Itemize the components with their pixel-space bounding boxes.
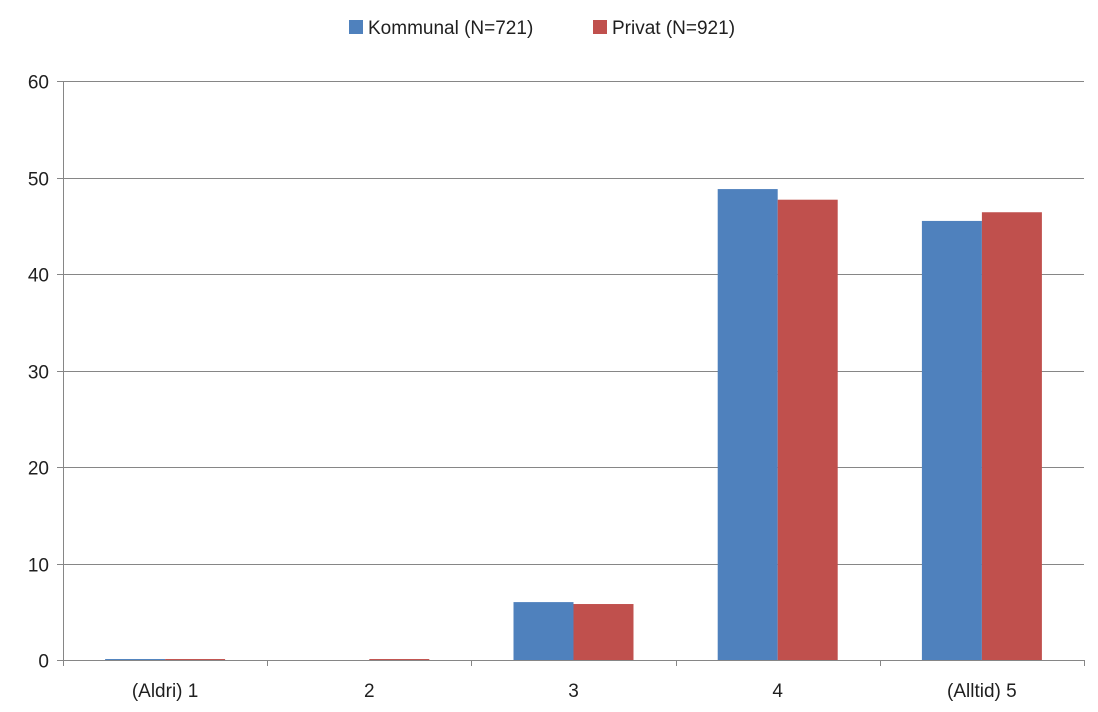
y-axis: 0 10 20 30 40 50 60 <box>28 73 64 673</box>
legend-item-kommunal: Kommunal (N=721) <box>349 18 533 39</box>
x-tick-label: (Alltid) 5 <box>947 681 1017 702</box>
y-tick-label: 20 <box>28 459 49 480</box>
bar-kommunal <box>105 659 166 660</box>
bar-privat <box>573 604 634 660</box>
legend-label: Privat (N=921) <box>612 18 735 39</box>
bar-kommunal <box>717 189 778 660</box>
x-tick-label: 4 <box>772 681 783 702</box>
bar-kommunal <box>921 220 982 661</box>
bar-privat <box>369 659 430 660</box>
y-tick-label: 30 <box>28 363 49 384</box>
bar-privat <box>777 199 838 660</box>
x-tick-label: 2 <box>364 681 375 702</box>
y-tick-label: 10 <box>28 556 49 577</box>
legend: Kommunal (N=721) Privat (N=921) <box>349 18 735 39</box>
legend-swatch <box>349 20 363 34</box>
legend-item-privat: Privat (N=921) <box>593 18 735 39</box>
bars <box>105 189 1042 661</box>
bar-privat <box>981 212 1042 661</box>
y-tick-label: 50 <box>28 170 49 191</box>
y-tick-label: 0 <box>38 652 49 673</box>
y-tick-label: 40 <box>28 266 49 287</box>
x-tick-label: 3 <box>568 681 579 702</box>
y-tick-label: 60 <box>28 73 49 94</box>
bar-privat <box>165 659 226 660</box>
gridlines <box>63 81 1084 565</box>
legend-swatch <box>593 20 607 34</box>
legend-label: Kommunal (N=721) <box>368 18 533 39</box>
x-tick-label: (Aldri) 1 <box>132 681 199 702</box>
bar-kommunal <box>513 602 574 660</box>
x-axis: (Aldri) 1 2 3 4 (Alltid) 5 <box>63 660 1085 702</box>
